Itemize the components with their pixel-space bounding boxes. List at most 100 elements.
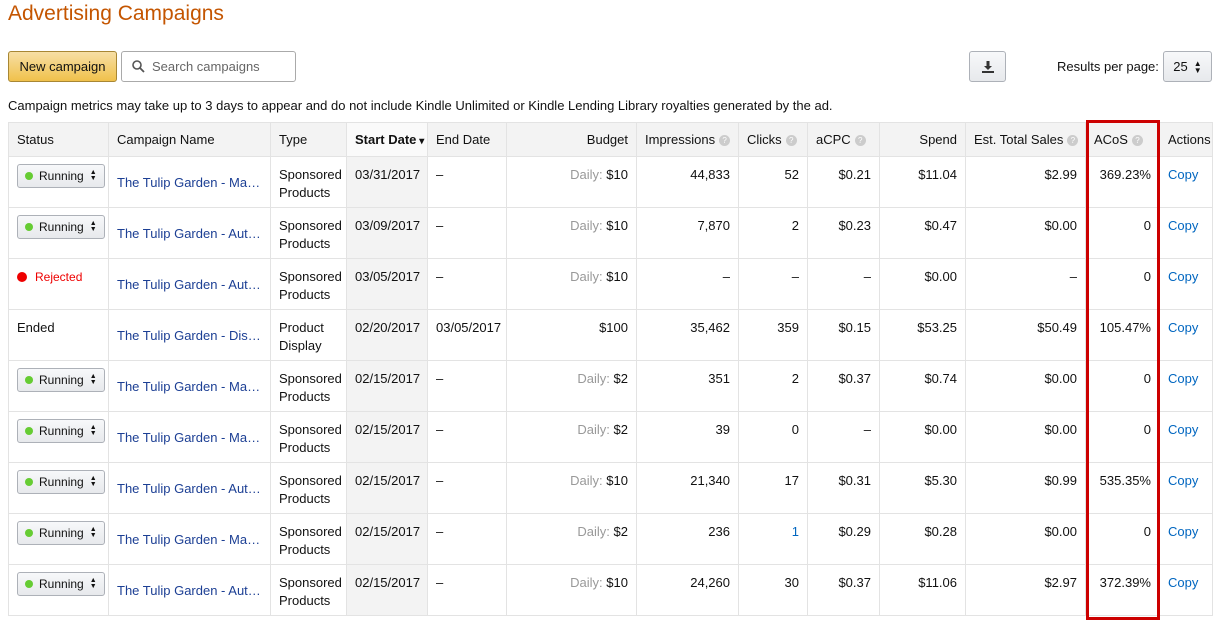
type-line1: Sponsored: [279, 524, 342, 539]
status-dropdown[interactable]: Running ▲ ▼: [17, 368, 105, 392]
copy-link[interactable]: Copy: [1168, 575, 1199, 590]
copy-link[interactable]: Copy: [1168, 371, 1199, 386]
status-dropdown[interactable]: Running ▲ ▼: [17, 470, 105, 494]
column-label: Est. Total Sales: [974, 132, 1064, 147]
acos-cell: 105.47%: [1085, 309, 1160, 361]
impressions-cell: 7,870: [636, 207, 739, 259]
status-dropdown[interactable]: Running ▲ ▼: [17, 164, 105, 188]
column-header-budget[interactable]: Budget: [506, 122, 637, 157]
status-label: Running: [39, 577, 84, 591]
copy-link[interactable]: Copy: [1168, 524, 1199, 539]
status-cell: Running ▲ ▼: [8, 156, 109, 208]
type-cell: Sponsored Products: [270, 258, 347, 310]
type-cell: Sponsored Products: [270, 207, 347, 259]
column-header-spend[interactable]: Spend: [879, 122, 966, 157]
actions-cell: Copy: [1159, 411, 1213, 463]
download-icon: [981, 60, 994, 73]
running-dot-icon: [25, 223, 33, 231]
type-line1: Sponsored: [279, 473, 342, 488]
help-icon[interactable]: ?: [1067, 135, 1079, 147]
column-header-actions[interactable]: Actions: [1159, 122, 1213, 157]
sales-cell: $0.99: [965, 462, 1086, 514]
column-header-end-date[interactable]: End Date: [427, 122, 507, 157]
column-header-start-date[interactable]: Start Date ▾: [346, 122, 428, 157]
help-icon[interactable]: ?: [785, 135, 797, 147]
budget-value: $100: [599, 320, 628, 335]
column-header-clicks[interactable]: Clicks?: [738, 122, 808, 157]
updown-icon: ▲ ▼: [89, 577, 97, 590]
campaign-name-link[interactable]: The Tulip Garden - Manu...: [117, 175, 262, 190]
campaign-name-link[interactable]: The Tulip Garden - Auto ...: [117, 277, 262, 292]
table-row: Running ▲ ▼ The Tulip Garden - Manu... Spo…: [8, 156, 1213, 208]
name-cell: The Tulip Garden - Manu...: [108, 513, 271, 565]
actions-cell: Copy: [1159, 258, 1213, 310]
start-date-cell: 03/05/2017: [346, 258, 428, 310]
clicks-cell: –: [738, 258, 808, 310]
sales-cell: –: [965, 258, 1086, 310]
type-cell: Sponsored Products: [270, 156, 347, 208]
column-header-type[interactable]: Type: [270, 122, 347, 157]
copy-link[interactable]: Copy: [1168, 320, 1199, 335]
column-header-acpc[interactable]: aCPC?: [807, 122, 880, 157]
type-cell: Sponsored Products: [270, 360, 347, 412]
type-line2: Products: [279, 593, 331, 608]
status-dropdown[interactable]: Running ▲ ▼: [17, 521, 105, 545]
table-row: Running ▲ ▼ The Tulip Garden - Manu... Spo…: [8, 411, 1213, 463]
budget-prefix: Daily:: [570, 218, 603, 233]
column-header-impressions[interactable]: Impressions?: [636, 122, 739, 157]
acos-cell: 372.39%: [1085, 564, 1160, 616]
campaign-name-link[interactable]: The Tulip Garden - Auto ...: [117, 226, 262, 241]
budget-value: $2: [613, 524, 628, 539]
column-header-status[interactable]: Status: [8, 122, 109, 157]
type-line2: Products: [279, 389, 331, 404]
clicks-cell: 2: [738, 207, 808, 259]
status-dropdown[interactable]: Running ▲ ▼: [17, 215, 105, 239]
status-label: Running: [39, 475, 84, 489]
budget-value: $10: [606, 269, 628, 284]
campaign-name-link[interactable]: The Tulip Garden - Auto ...: [117, 481, 262, 496]
sales-cell: $2.99: [965, 156, 1086, 208]
start-date-cell: 03/09/2017: [346, 207, 428, 259]
campaign-name-link[interactable]: The Tulip Garden - Displ...: [117, 328, 262, 343]
clicks-value: 17: [784, 473, 799, 488]
search-input[interactable]: Search campaigns: [121, 51, 296, 82]
clicks-link[interactable]: 1: [791, 524, 799, 539]
clicks-value: 30: [784, 575, 799, 590]
actions-cell: Copy: [1159, 360, 1213, 412]
status-dropdown[interactable]: Running ▲ ▼: [17, 419, 105, 443]
status-label: Rejected: [35, 270, 83, 284]
copy-link[interactable]: Copy: [1168, 167, 1199, 182]
column-header-acos[interactable]: ACoS?: [1085, 122, 1160, 157]
status-label: Ended: [17, 320, 55, 335]
acos-cell: 0: [1085, 411, 1160, 463]
budget-prefix: Daily:: [570, 269, 603, 284]
campaign-name-link[interactable]: The Tulip Garden - Manu...: [117, 430, 262, 445]
help-icon[interactable]: ?: [1131, 135, 1143, 147]
download-button[interactable]: [969, 51, 1006, 82]
start-date-cell: 02/20/2017: [346, 309, 428, 361]
campaign-name-link[interactable]: The Tulip Garden - Manu...: [117, 379, 262, 394]
campaign-name-link[interactable]: The Tulip Garden - Auto ...: [117, 583, 262, 598]
help-icon[interactable]: ?: [854, 135, 866, 147]
help-icon[interactable]: ?: [719, 135, 731, 147]
copy-link[interactable]: Copy: [1168, 218, 1199, 233]
copy-link[interactable]: Copy: [1168, 422, 1199, 437]
status-dropdown[interactable]: Running ▲ ▼: [17, 572, 105, 596]
campaign-name-link[interactable]: The Tulip Garden - Manu...: [117, 532, 262, 547]
type-line2: Products: [279, 236, 331, 251]
column-header-est-total-sales[interactable]: Est. Total Sales?: [965, 122, 1086, 157]
start-date-cell: 02/15/2017: [346, 513, 428, 565]
updown-icon: ▲ ▼: [1193, 58, 1202, 75]
column-header-campaign-name[interactable]: Campaign Name: [108, 122, 271, 157]
copy-link[interactable]: Copy: [1168, 473, 1199, 488]
acpc-cell: –: [807, 411, 880, 463]
updown-icon: ▲ ▼: [89, 526, 97, 539]
status-label: Running: [39, 220, 84, 234]
results-per-page-select[interactable]: 25 ▲ ▼: [1163, 51, 1212, 82]
name-cell: The Tulip Garden - Auto ...: [108, 462, 271, 514]
budget-prefix: Daily:: [577, 371, 610, 386]
copy-link[interactable]: Copy: [1168, 269, 1199, 284]
type-cell: Sponsored Products: [270, 564, 347, 616]
budget-prefix: Daily:: [577, 524, 610, 539]
new-campaign-button[interactable]: New campaign: [8, 51, 117, 82]
